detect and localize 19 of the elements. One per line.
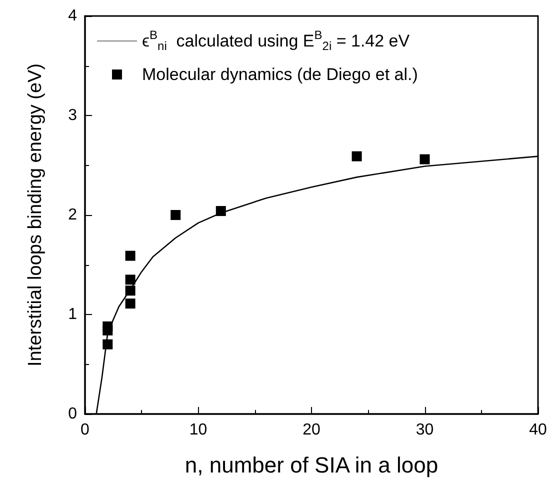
x-axis-title: n, number of SIA in a loop [184, 452, 438, 478]
legend-label: Molecular dynamics (de Diego et al.) [142, 65, 418, 84]
x-tick-label: 10 [189, 422, 208, 438]
y-tick-label: 4 [68, 8, 78, 24]
x-tick-label: 0 [80, 422, 90, 438]
x-tick-label: 20 [302, 422, 320, 438]
y-axis-title: Interstitial loops binding energy (eV) [25, 63, 46, 367]
point [170, 210, 181, 220]
y-tick-label: 0 [68, 406, 78, 422]
x-tick-label: 30 [416, 422, 434, 438]
point [125, 250, 136, 261]
point [420, 154, 430, 164]
point [125, 274, 136, 285]
point [125, 298, 136, 309]
point [352, 151, 362, 162]
y-tick-label: 1 [68, 306, 78, 323]
y-tick-label: 3 [68, 107, 78, 124]
y-tick-label: 2 [68, 206, 78, 224]
x-tick-label: 40 [529, 422, 547, 438]
